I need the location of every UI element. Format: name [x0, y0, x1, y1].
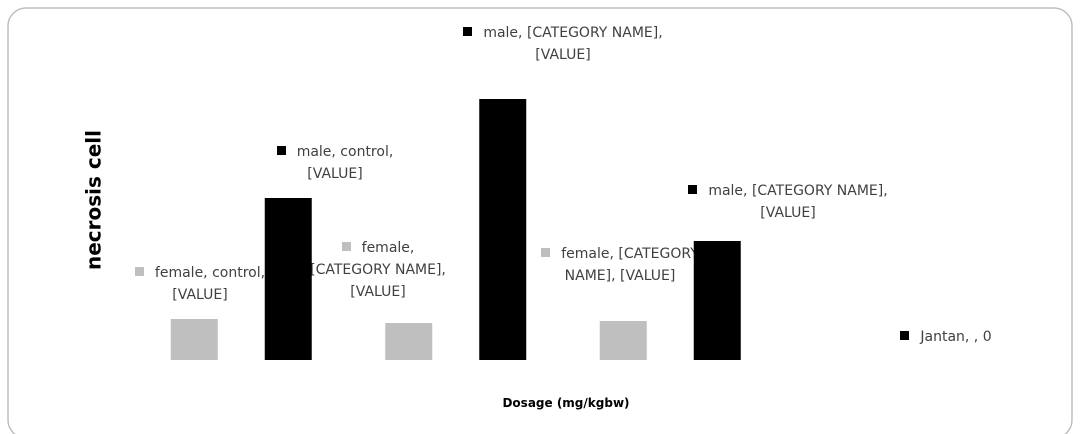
data-label: Jantan, , 0 — [886, 326, 1006, 348]
bar — [170, 319, 218, 360]
bar — [693, 241, 741, 360]
data-label: female, [CATEGORY NAME], [VALUE] — [303, 237, 453, 303]
data-label: male, [CATEGORY NAME], [VALUE] — [673, 180, 903, 224]
chart-border — [7, 7, 1073, 434]
data-label-text: male, control, [VALUE] — [296, 144, 394, 182]
legend-key — [900, 331, 910, 340]
data-label-text: female, [CATEGORY NAME], [VALUE] — [310, 240, 446, 300]
data-label-text: female, control, [VALUE] — [154, 265, 266, 303]
x-axis-title: Dosage (mg/kgbw) — [502, 396, 629, 410]
legend-key — [541, 248, 551, 257]
bar — [479, 99, 527, 360]
data-label: male, [CATEGORY NAME], [VALUE] — [448, 22, 678, 66]
legend-key — [134, 267, 144, 276]
data-label: female, control, [VALUE] — [125, 262, 275, 306]
data-label-text: male, [CATEGORY NAME], [VALUE] — [708, 183, 888, 221]
data-label: female, [CATEGORY NAME], [VALUE] — [540, 243, 700, 287]
data-label-text: female, [CATEGORY NAME], [VALUE] — [561, 246, 699, 284]
data-label: male, control, [VALUE] — [275, 141, 395, 185]
y-axis-title: necrosis cell — [82, 130, 106, 270]
legend-key — [688, 185, 698, 194]
data-label-text: male, [CATEGORY NAME], [VALUE] — [483, 25, 663, 63]
legend-key — [463, 27, 473, 36]
legend-key — [341, 242, 351, 251]
data-label-text: Jantan, , 0 — [920, 329, 992, 345]
bar — [385, 323, 433, 360]
bar — [599, 321, 647, 360]
bar — [264, 198, 312, 360]
legend-key — [276, 146, 286, 155]
